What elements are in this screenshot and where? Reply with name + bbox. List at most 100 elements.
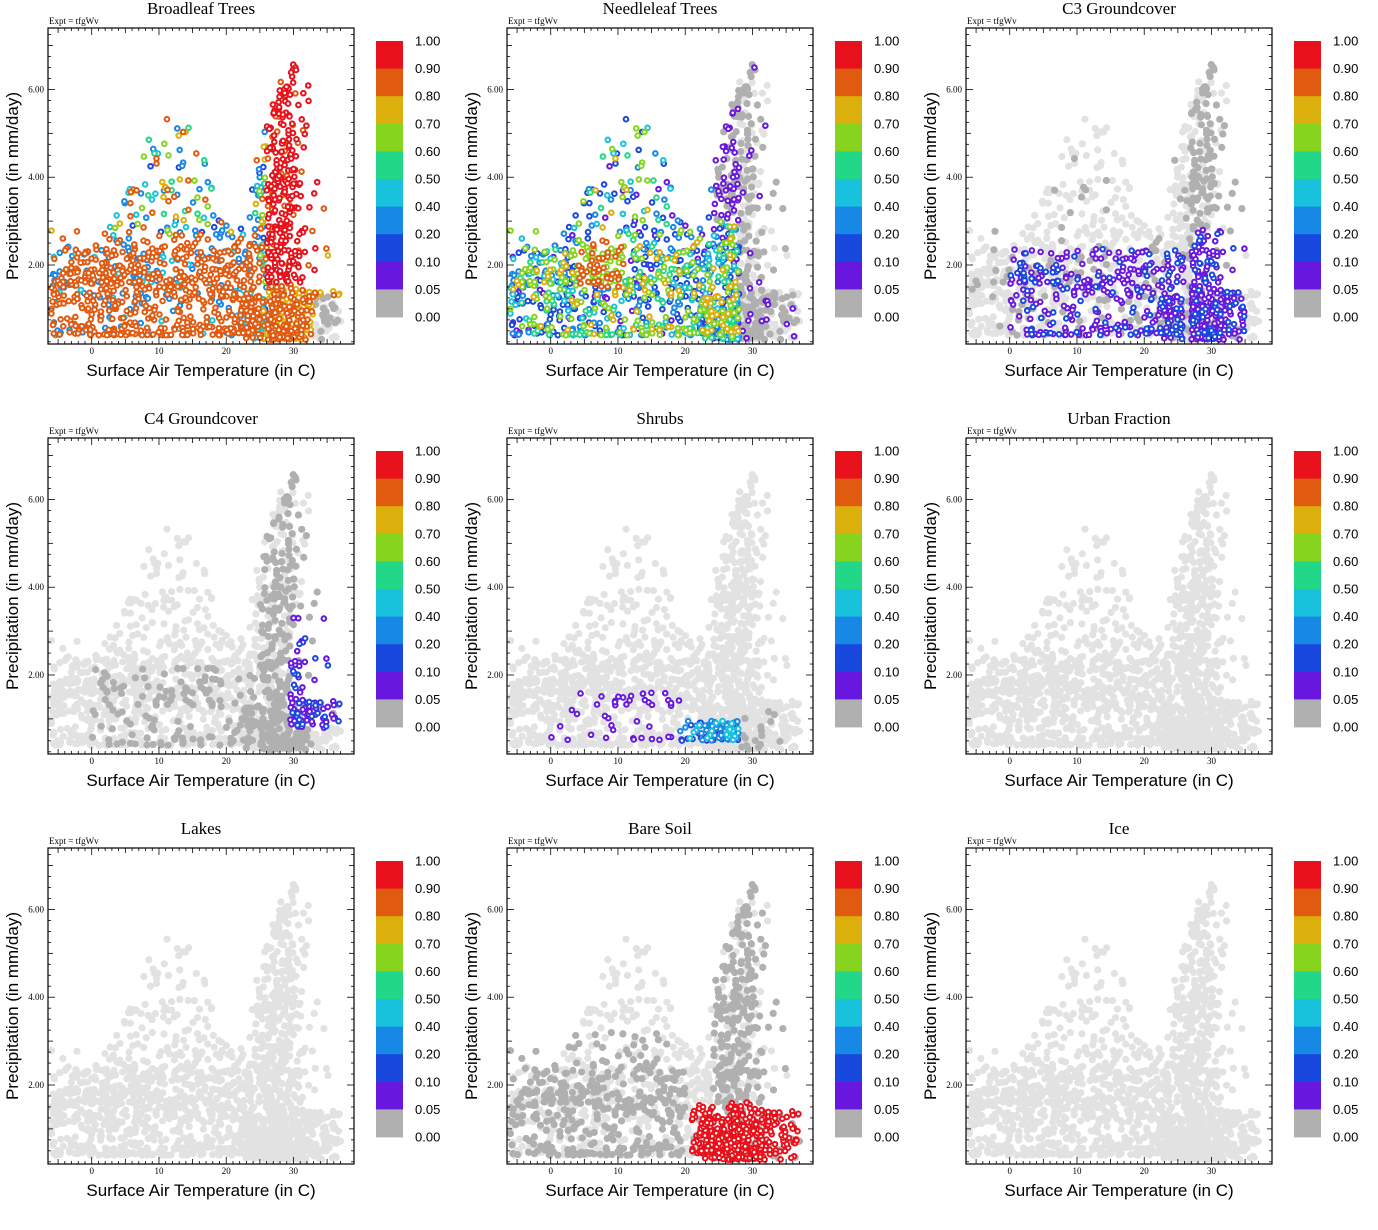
data-point: [719, 197, 724, 202]
data-point: [616, 277, 621, 282]
data-point: [306, 83, 311, 88]
data-point: [709, 335, 714, 340]
data-point: [111, 298, 116, 303]
data-point: [635, 133, 640, 138]
data-point: [671, 310, 676, 315]
data-point: [154, 254, 159, 259]
experiment-label: Expt = tfgWv: [508, 16, 558, 26]
data-point: [226, 331, 231, 336]
data-point: [239, 226, 244, 231]
data-point: [770, 266, 777, 273]
data-point: [186, 178, 191, 183]
data-point: [597, 256, 602, 261]
data-point: [1211, 249, 1216, 254]
data-point: [1213, 205, 1220, 212]
data-point: [89, 312, 94, 317]
data-point: [758, 229, 765, 236]
data-point: [1195, 78, 1202, 85]
data-point: [1069, 272, 1074, 277]
data-point: [312, 191, 317, 196]
data-point: [1230, 268, 1235, 273]
data-point: [593, 306, 598, 311]
data-point: [511, 287, 516, 292]
data-point: [1219, 130, 1226, 137]
data-point: [1070, 308, 1075, 313]
colorbar-label: 0.05: [874, 282, 899, 297]
data-point: [162, 212, 167, 217]
data-point: [1121, 265, 1126, 270]
data-point: [132, 242, 137, 247]
data-point: [1133, 217, 1140, 224]
data-point: [305, 308, 310, 313]
data-point: [277, 316, 282, 321]
data-point: [295, 239, 300, 244]
data-point: [735, 87, 742, 94]
points-layer: [49, 62, 344, 343]
data-point: [291, 167, 296, 172]
data-point: [298, 181, 303, 186]
data-point: [90, 273, 95, 278]
data-point: [92, 307, 97, 312]
data-point: [634, 126, 639, 131]
data-point: [210, 267, 215, 272]
data-point: [140, 206, 145, 211]
data-point: [990, 246, 997, 253]
data-point: [1039, 198, 1046, 205]
data-point: [260, 213, 265, 218]
data-point: [164, 317, 169, 322]
data-point: [586, 230, 591, 235]
data-point: [304, 123, 309, 128]
data-point: [1094, 146, 1101, 153]
data-point: [737, 140, 744, 147]
data-point: [546, 274, 551, 279]
data-point: [108, 225, 113, 230]
data-point: [605, 284, 610, 289]
data-point: [609, 313, 614, 318]
data-point: [1029, 270, 1034, 275]
data-point: [1019, 230, 1026, 237]
data-point: [616, 234, 621, 239]
data-point: [625, 333, 630, 338]
data-point: [636, 318, 641, 323]
data-point: [1118, 306, 1125, 313]
data-point: [93, 257, 98, 262]
data-point: [1118, 298, 1123, 303]
data-point: [604, 333, 609, 338]
data-point: [185, 320, 190, 325]
data-point: [118, 263, 123, 268]
data-point: [210, 332, 215, 337]
data-point: [619, 180, 624, 185]
data-point: [109, 253, 114, 258]
data-point: [616, 312, 621, 317]
data-point: [653, 151, 658, 156]
data-point: [115, 283, 120, 288]
data-point: [1075, 284, 1080, 289]
data-point: [197, 217, 202, 222]
data-point: [193, 228, 198, 233]
data-point: [287, 114, 292, 119]
data-point: [511, 257, 516, 262]
data-point: [269, 275, 274, 280]
data-point: [565, 327, 570, 332]
data-point: [559, 268, 564, 273]
data-point: [1063, 136, 1070, 143]
data-point: [691, 273, 696, 278]
y-axis-label: Precipitation (in mm/day): [3, 92, 22, 280]
data-point: [748, 312, 753, 317]
data-point: [254, 202, 259, 207]
data-point: [1041, 255, 1048, 262]
data-point: [1099, 256, 1104, 261]
data-point: [1101, 276, 1106, 281]
data-point: [1197, 111, 1204, 118]
data-point: [1116, 250, 1121, 255]
data-point: [601, 154, 606, 159]
data-point: [571, 276, 576, 281]
data-point: [716, 274, 721, 279]
data-point: [1162, 336, 1167, 341]
data-point: [1179, 174, 1186, 181]
data-point: [287, 143, 292, 148]
data-point: [708, 301, 713, 306]
data-point: [192, 178, 197, 183]
data-point: [49, 285, 54, 290]
